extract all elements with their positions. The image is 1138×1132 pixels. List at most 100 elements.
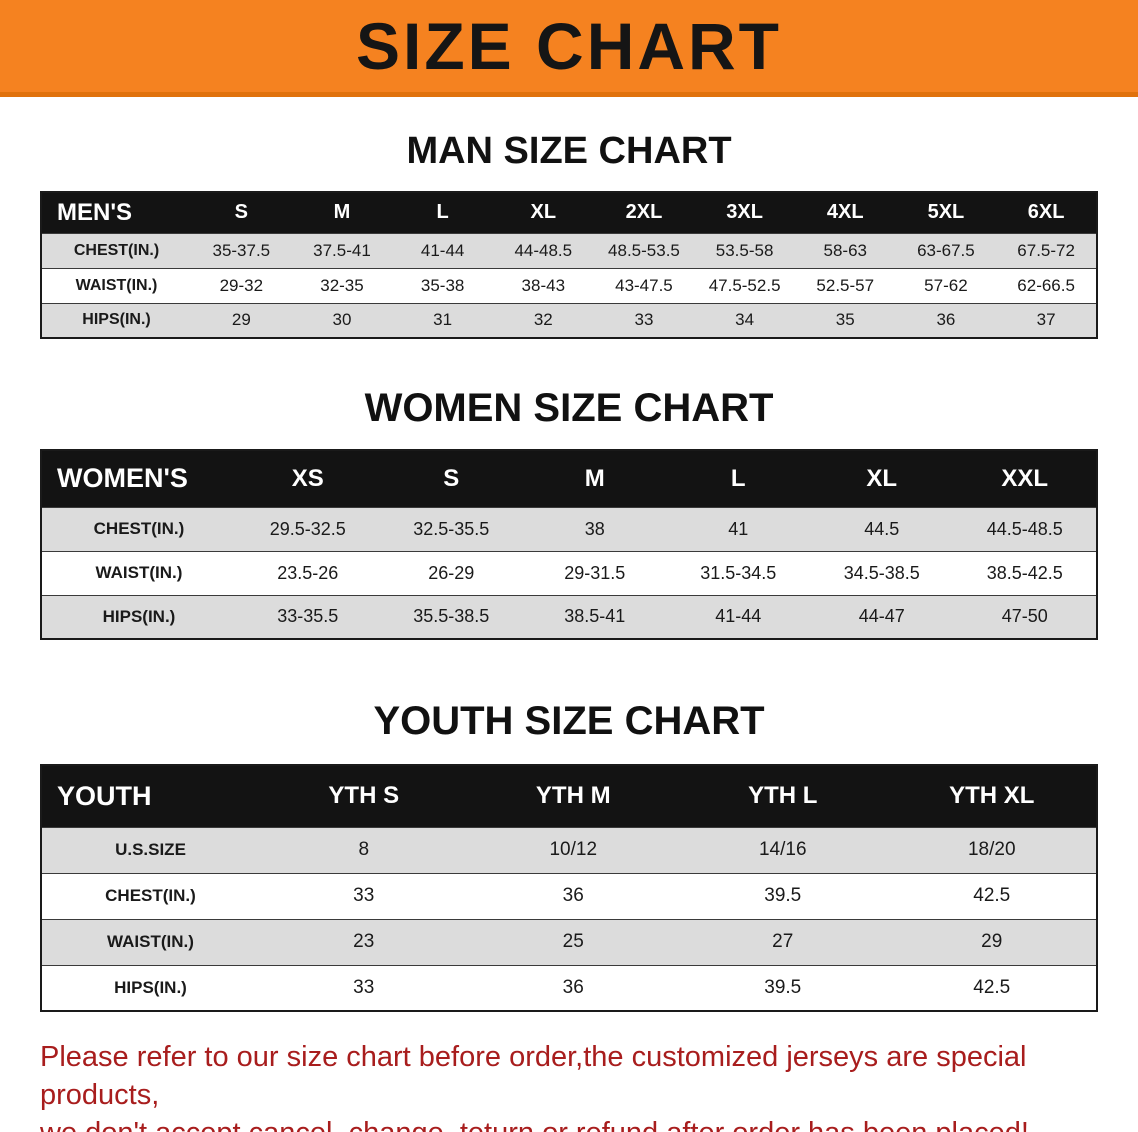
table-row: CHEST(IN.) 33 36 39.5 42.5 xyxy=(41,873,1097,919)
measurement-label: HIPS(IN.) xyxy=(102,606,176,626)
measurement-label: HIPS(IN.) xyxy=(114,977,187,997)
size-value-cell: 33-35.5 xyxy=(277,606,339,627)
size-value-cell: 14/16 xyxy=(758,839,807,860)
table-group-label: MEN'S xyxy=(41,192,191,233)
size-value-cell: 37 xyxy=(1036,310,1056,330)
size-column-header: M xyxy=(523,450,667,507)
size-column-header: YTH S xyxy=(259,765,469,827)
table-group-label: YOUTH xyxy=(41,765,259,827)
size-value-cell: 29-32 xyxy=(219,275,264,295)
table-row: HIPS(IN.) 33 36 39.5 42.5 xyxy=(41,965,1097,1011)
table-row: HIPS(IN.) 33-35.5 35.5-38.5 38.5-41 41-44 44-… xyxy=(41,595,1097,639)
men-size-table: MEN'S S M L XL 2XL 3XL 4XL 5XL 6XL CHEST(IN.) 35-37… xyxy=(40,191,1098,339)
size-value-cell: 42.5 xyxy=(973,885,1011,906)
size-value-cell: 47-50 xyxy=(1001,606,1048,627)
size-value-cell: 10/12 xyxy=(549,839,598,860)
size-value-cell: 44.5 xyxy=(864,518,900,539)
women-section-heading: WOMEN SIZE CHART xyxy=(364,386,774,430)
size-value-cell: 57-62 xyxy=(924,275,968,295)
men-section: MAN SIZE CHART MEN'S S M L XL 2XL 3XL 4XL 5XL 6XL… xyxy=(0,129,1138,339)
size-value-cell: 62-66.5 xyxy=(1017,275,1075,295)
men-section-heading: MAN SIZE CHART xyxy=(406,130,732,172)
size-value-cell: 52.5-57 xyxy=(816,275,875,295)
size-value-cell: 8 xyxy=(358,839,370,860)
table-row: WAIST(IN.) 23.5-26 26-29 29-31.5 31.5-34.5 34… xyxy=(41,551,1097,595)
size-value-cell: 27 xyxy=(772,931,794,952)
measurement-label: HIPS(IN.) xyxy=(82,311,151,329)
size-column-header: YTH XL xyxy=(887,765,1097,827)
size-value-cell: 43-47.5 xyxy=(615,275,673,295)
size-value-cell: 63-67.5 xyxy=(917,240,975,260)
size-value-cell: 53.5-58 xyxy=(715,240,774,260)
size-value-cell: 48.5-53.5 xyxy=(608,240,680,260)
women-section: WOMEN SIZE CHART WOMEN'S XS S M L XL XXL CHEST(… xyxy=(0,385,1138,640)
size-value-cell: 18/20 xyxy=(967,839,1016,860)
size-value-cell: 41-44 xyxy=(715,606,762,627)
size-value-cell: 35-38 xyxy=(420,275,465,295)
size-value-cell: 34.5-38.5 xyxy=(843,562,920,583)
size-value-cell: 42.5 xyxy=(973,976,1011,998)
size-value-cell: 32.5-35.5 xyxy=(413,518,490,539)
measurement-label: CHEST(IN.) xyxy=(73,241,160,259)
measurement-label: CHEST(IN.) xyxy=(93,519,185,538)
size-column-header: 5XL xyxy=(895,192,997,233)
size-value-cell: 39.5 xyxy=(764,976,802,998)
size-value-cell: 41-44 xyxy=(420,240,465,260)
size-value-cell: 37.5-41 xyxy=(313,240,371,260)
size-column-header: YTH L xyxy=(678,765,888,827)
footer-note-line-1: Please refer to our size chart before or… xyxy=(40,1041,1027,1111)
size-value-cell: 39.5 xyxy=(764,885,802,906)
size-value-cell: 26-29 xyxy=(428,562,475,583)
size-value-cell: 38-43 xyxy=(521,275,566,295)
youth-section-heading: YOUTH SIZE CHART xyxy=(373,699,765,743)
footer-note-line-2: we don't accept cancel, change, teturn o… xyxy=(40,1114,1108,1132)
size-value-cell: 23.5-26 xyxy=(277,562,339,583)
size-value-cell: 67.5-72 xyxy=(1017,240,1075,260)
size-value-cell: 32 xyxy=(533,310,553,330)
size-value-cell: 23 xyxy=(353,931,375,952)
size-value-cell: 44.5-48.5 xyxy=(986,518,1063,539)
table-header-row: WOMEN'S XS S M L XL XXL xyxy=(41,450,1097,507)
size-column-header: 6XL xyxy=(996,192,1097,233)
size-value-cell: 35-37.5 xyxy=(212,240,271,260)
size-column-header: 2XL xyxy=(593,192,695,233)
size-value-cell: 29 xyxy=(231,310,251,330)
size-value-cell: 34 xyxy=(735,310,755,330)
women-size-table: WOMEN'S XS S M L XL XXL CHEST(IN.) 29.5-32.5 32.5… xyxy=(40,449,1098,640)
size-column-header: 3XL xyxy=(694,192,795,233)
size-value-cell: 36 xyxy=(562,976,584,998)
measurement-label: WAIST(IN.) xyxy=(95,563,183,582)
size-column-header: XXL xyxy=(953,450,1097,507)
size-value-cell: 29 xyxy=(981,931,1003,952)
youth-size-table: YOUTH YTH S YTH M YTH L YTH XL U.S.SIZE 8 10/12… xyxy=(40,764,1098,1012)
measurement-label: CHEST(IN.) xyxy=(105,886,196,905)
size-value-cell: 33 xyxy=(353,976,375,998)
youth-section: YOUTH SIZE CHART YOUTH YTH S YTH M YTH L YTH… xyxy=(0,698,1138,1012)
size-value-cell: 33 xyxy=(353,885,375,906)
table-header-row: YOUTH YTH S YTH M YTH L YTH XL xyxy=(41,765,1097,827)
size-value-cell: 29-31.5 xyxy=(564,562,626,583)
size-value-cell: 31 xyxy=(433,310,453,330)
table-row: U.S.SIZE 8 10/12 14/16 18/20 xyxy=(41,827,1097,873)
table-row: CHEST(IN.) 29.5-32.5 32.5-35.5 38 41 44.5 44.5… xyxy=(41,507,1097,551)
table-row: WAIST(IN.) 23 25 27 29 xyxy=(41,919,1097,965)
measurement-label: WAIST(IN.) xyxy=(107,932,194,951)
size-column-header: M xyxy=(291,192,393,233)
table-header-row: MEN'S S M L XL 2XL 3XL 4XL 5XL 6XL xyxy=(41,192,1097,233)
measurement-label: U.S.SIZE xyxy=(115,840,186,859)
size-value-cell: 33 xyxy=(634,310,654,330)
size-value-cell: 58-63 xyxy=(823,240,867,260)
size-value-cell: 32-35 xyxy=(320,275,364,295)
size-value-cell: 44-47 xyxy=(858,606,905,627)
size-value-cell: 38 xyxy=(584,518,605,539)
size-value-cell: 31.5-34.5 xyxy=(700,562,777,583)
size-value-cell: 35.5-38.5 xyxy=(413,606,490,627)
table-group-label: WOMEN'S xyxy=(41,450,236,507)
size-column-header: XS xyxy=(236,450,380,507)
size-column-header: L xyxy=(666,450,810,507)
size-value-cell: 38.5-42.5 xyxy=(986,562,1063,583)
measurement-label: WAIST(IN.) xyxy=(75,276,158,294)
table-row: CHEST(IN.) 35-37.5 37.5-41 41-44 44-48.5 48.5… xyxy=(41,233,1097,268)
size-value-cell: 44-48.5 xyxy=(514,240,573,260)
